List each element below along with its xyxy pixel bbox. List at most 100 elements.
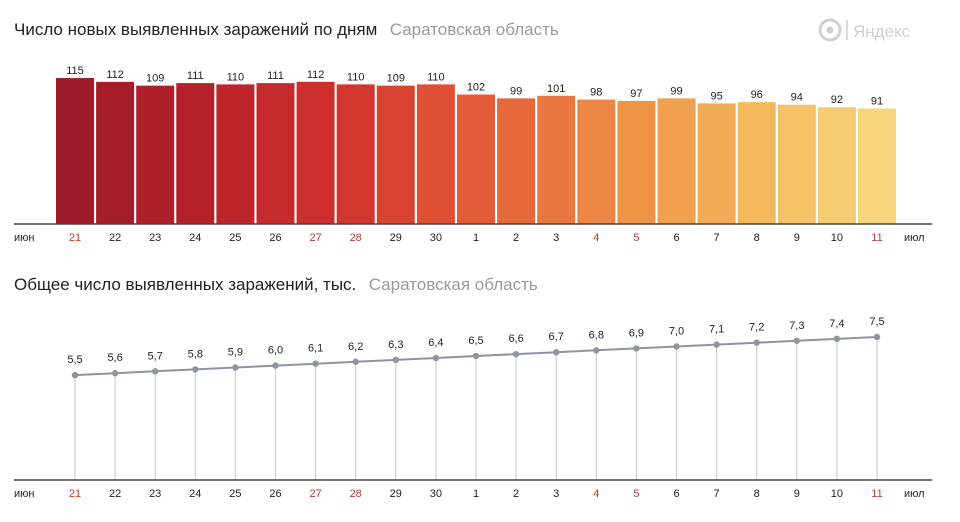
bar-value-label-28: 110 (347, 71, 365, 83)
bar-x-tick-10: 10 (831, 232, 843, 244)
bar-value-label-23: 109 (146, 73, 164, 85)
line-x-tick-21: 21 (69, 488, 81, 500)
point-value-label-7: 7,1 (709, 324, 724, 336)
bar-x-tick-9: 9 (794, 232, 800, 244)
line-x-tick-1: 1 (473, 488, 479, 500)
bar-29 (376, 85, 415, 225)
bar-3 (537, 95, 576, 224)
point-3 (553, 349, 560, 356)
line-x-tick-4: 4 (593, 488, 599, 500)
bar-x-tick-21: 21 (69, 232, 81, 244)
line-x-tick-25: 25 (229, 488, 241, 500)
bar-chart-value-labels: 115 112 109 111 110 111 112 110 109 110 102 99 101 98… (66, 65, 883, 107)
point-10 (833, 335, 841, 343)
bar-21 (56, 78, 94, 225)
line-x-tick-29: 29 (390, 488, 402, 500)
bar-x-tick-27: 27 (309, 232, 321, 244)
point-value-label-6: 7,0 (669, 326, 684, 338)
line-x-tick-9: 9 (794, 488, 800, 500)
yandex-logo-icon (818, 18, 842, 42)
bar-22 (96, 81, 135, 224)
bar-value-label-11: 91 (871, 96, 883, 108)
bar-chart-month-start: июн (14, 232, 34, 244)
point-value-label-21: 5,5 (67, 354, 82, 366)
line-x-tick-26: 26 (269, 488, 281, 500)
bar-chart-title-line: Число новых выявленных заражений по дням… (14, 20, 559, 39)
bar-11 (858, 108, 896, 224)
point-value-label-2: 6,6 (508, 333, 523, 345)
line-chart-title: Общее число выявленных заражений, тыс. (14, 275, 356, 294)
bar-x-tick-25: 25 (229, 232, 241, 244)
yandex-logo: Яндекс (818, 18, 911, 42)
bar-value-label-4: 98 (590, 87, 602, 99)
bar-value-label-2: 99 (510, 85, 522, 97)
point-24 (192, 366, 199, 373)
bar-x-tick-22: 22 (109, 232, 121, 244)
point-2 (512, 350, 520, 358)
bar-value-label-1: 102 (467, 82, 485, 94)
line-x-tick-5: 5 (633, 488, 639, 500)
bar-25 (216, 84, 255, 224)
line-x-tick-11: 11 (871, 488, 882, 500)
point-5 (633, 345, 640, 352)
bar-x-tick-3: 3 (553, 232, 559, 244)
point-26 (272, 362, 279, 369)
bar-26 (256, 83, 295, 224)
line-x-tick-27: 27 (309, 488, 321, 500)
point-25 (232, 364, 239, 371)
bar-9 (777, 104, 816, 224)
line-x-tick-23: 23 (149, 488, 161, 500)
bar-value-label-21: 115 (66, 65, 84, 77)
line-x-tick-10: 10 (831, 488, 843, 500)
bar-x-tick-23: 23 (149, 232, 161, 244)
line-chart-subtitle: Саратовская область (369, 275, 538, 294)
bar-x-tick-4: 4 (593, 232, 599, 244)
point-value-label-29: 6,3 (388, 339, 403, 351)
point-1 (472, 352, 480, 360)
point-value-label-10: 7,4 (829, 318, 844, 330)
line-x-tick-28: 28 (350, 488, 362, 500)
bar-value-label-27: 112 (307, 69, 325, 81)
point-value-label-8: 7,2 (749, 322, 764, 334)
bar-x-tick-1: 1 (473, 232, 479, 244)
bar-28 (336, 84, 375, 224)
point-value-label-26: 6,0 (268, 345, 283, 357)
bar-chart-bars (56, 78, 896, 225)
point-value-label-28: 6,2 (348, 341, 363, 353)
bar-1 (457, 94, 495, 225)
bar-value-label-25: 110 (227, 71, 245, 83)
bar-x-tick-7: 7 (714, 232, 720, 244)
bar-x-tick-29: 29 (390, 232, 402, 244)
point-28 (352, 358, 359, 365)
bar-2 (497, 98, 536, 224)
bar-x-tick-28: 28 (350, 232, 362, 244)
bar-x-tick-26: 26 (269, 232, 281, 244)
line-chart-value-labels: 5,5 5,6 5,7 5,8 5,9 6,0 6,1 6,2 6,3 6,4 6,5 6,6 6,7 6… (67, 316, 884, 366)
bar-chart-x-ticks: 21 22 23 24 25 26 27 28 29 30 1 2 3 4 5 6 7 8 9 10 11 (69, 232, 883, 244)
bar-chart-subtitle: Саратовская область (390, 20, 559, 39)
bar-24 (176, 83, 215, 224)
point-value-label-3: 6,7 (549, 331, 564, 343)
bar-value-label-3: 101 (547, 83, 565, 95)
point-value-label-27: 6,1 (308, 343, 323, 355)
bar-x-tick-24: 24 (189, 232, 201, 244)
point-value-label-23: 5,7 (148, 350, 163, 362)
bar-4 (577, 99, 616, 224)
point-11 (873, 333, 881, 341)
line-x-tick-6: 6 (673, 488, 679, 500)
bar-value-label-26: 111 (267, 70, 284, 82)
bar-7 (697, 103, 736, 224)
bar-23 (136, 85, 175, 225)
bar-value-label-24: 111 (187, 70, 204, 82)
bar-chart-month-end: июл (904, 232, 925, 244)
bar-x-tick-6: 6 (673, 232, 679, 244)
bar-x-tick-30: 30 (430, 232, 442, 244)
bar-value-label-29: 109 (387, 73, 405, 85)
bar-x-tick-2: 2 (513, 232, 519, 244)
line-chart-x-ticks: 21 22 23 24 25 26 27 28 29 30 1 2 3 4 5 6 7 8 9 10 11 (69, 488, 883, 500)
line-chart-title-line: Общее число выявленных заражений, тыс. С… (14, 275, 538, 294)
point-value-label-24: 5,8 (188, 348, 203, 360)
line-x-tick-8: 8 (754, 488, 760, 500)
line-x-tick-3: 3 (553, 488, 559, 500)
